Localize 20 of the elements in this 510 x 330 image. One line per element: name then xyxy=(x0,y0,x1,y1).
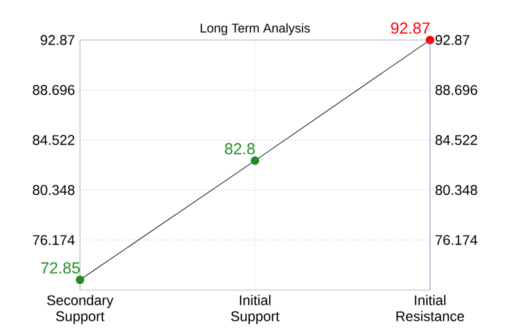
y-tick-label: 80.348 xyxy=(32,185,74,195)
y2-tick-label: 84.522 xyxy=(436,135,478,145)
data-label: 72.85 xyxy=(41,262,80,274)
y-tick-label: 92.87 xyxy=(40,35,74,45)
point xyxy=(76,276,84,284)
x-tick-label: Secondary Support xyxy=(47,294,114,324)
point xyxy=(426,36,434,44)
y2-tick-label: 76.174 xyxy=(436,235,478,245)
y2-tick-label: 92.87 xyxy=(436,35,470,45)
y-tick-label: 88.696 xyxy=(32,85,74,95)
chart-title: Long Term Analysis xyxy=(200,23,310,36)
y2-tick-label: 80.348 xyxy=(436,185,478,195)
data-label: 82.8 xyxy=(224,143,255,154)
x-tick-label: Initial Resistance xyxy=(396,294,464,322)
data-label: 92.87 xyxy=(391,22,430,34)
y-tick-label: 84.522 xyxy=(32,135,74,145)
y2-tick-label: 88.696 xyxy=(436,85,478,95)
point xyxy=(250,156,260,165)
x-tick-label: Initial Support xyxy=(231,294,280,324)
y-tick-label: 76.174 xyxy=(32,235,75,245)
